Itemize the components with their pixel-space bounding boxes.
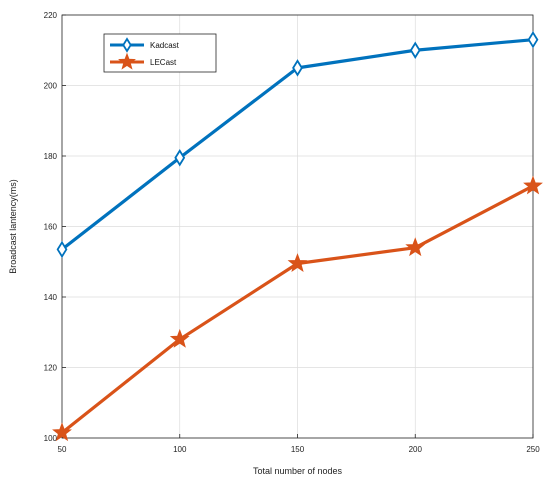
series-kadcast [56,30,539,259]
x-tick-label: 200 [409,445,423,454]
diamond-marker [56,240,68,259]
x-tick-label: 50 [58,445,67,454]
y-tick-label: 220 [44,11,58,20]
legend-item: Kadcast [110,37,180,53]
y-tick-label: 200 [44,82,58,91]
diamond-marker [122,37,132,53]
y-axis-title: Broadcast lantency(ms) [8,179,18,274]
star-marker [118,52,136,70]
y-tick-label: 140 [44,293,58,302]
series-lecast [52,175,543,442]
y-tick-label: 180 [44,152,58,161]
star-marker [169,328,190,348]
series [52,30,543,442]
legend-item: LECast [110,52,177,70]
x-axis-title: Total number of nodes [253,466,343,476]
diamond-marker [409,41,421,59]
x-tick-label: 100 [173,445,187,454]
legend-label: LECast [150,58,177,67]
y-tick-label: 160 [44,223,58,232]
x-tick-label: 250 [526,445,540,454]
x-tick-label: 150 [291,445,305,454]
star-marker [523,175,543,195]
star-marker [287,253,308,272]
legend-label: Kadcast [150,41,180,50]
y-tick-label: 100 [44,434,58,443]
grid [61,14,534,439]
star-marker [405,237,426,257]
diamond-marker [174,149,186,167]
legend: Kadcast LECast [103,33,217,73]
diamond-marker [292,59,303,77]
star-marker [52,422,72,442]
y-tick-label: 120 [44,364,58,373]
diamond-marker [527,30,539,49]
